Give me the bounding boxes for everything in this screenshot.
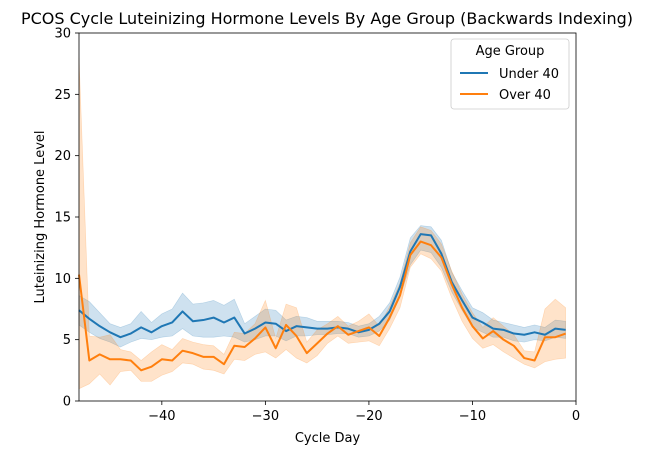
chart-title: PCOS Cycle Luteinizing Hormone Levels By… xyxy=(21,9,633,28)
x-tick-label: 0 xyxy=(572,409,580,424)
x-tick-label: −40 xyxy=(148,409,175,424)
x-tick-label: −30 xyxy=(252,409,279,424)
confidence-band-under-40 xyxy=(78,225,566,348)
series-line-under-40 xyxy=(78,233,566,339)
legend: Age Group Under 40 Over 40 xyxy=(450,38,570,110)
y-tick-label: 20 xyxy=(54,149,71,164)
x-tick-label: −10 xyxy=(459,409,486,424)
x-axis-label: Cycle Day xyxy=(295,431,361,446)
y-tick-label: 30 xyxy=(54,27,71,42)
y-tick-label: 10 xyxy=(54,272,71,287)
legend-label-under-40: Under 40 xyxy=(499,67,559,82)
y-tick-label: 5 xyxy=(63,333,71,348)
series-lines xyxy=(78,233,566,372)
y-axis: 0 5 10 15 20 25 30 xyxy=(54,27,79,410)
x-axis: −40 −30 −20 −10 0 xyxy=(148,401,580,424)
y-tick-label: 25 xyxy=(54,88,71,103)
series-line-over-40 xyxy=(78,240,566,372)
y-tick-label: 15 xyxy=(54,211,71,226)
legend-frame xyxy=(450,38,570,110)
y-tick-label: 0 xyxy=(63,395,71,410)
legend-label-over-40: Over 40 xyxy=(499,88,551,103)
y-axis-label: Luteinizing Hormone Level xyxy=(33,130,48,303)
x-tick-label: −20 xyxy=(355,409,382,424)
legend-title: Age Group xyxy=(476,44,545,59)
